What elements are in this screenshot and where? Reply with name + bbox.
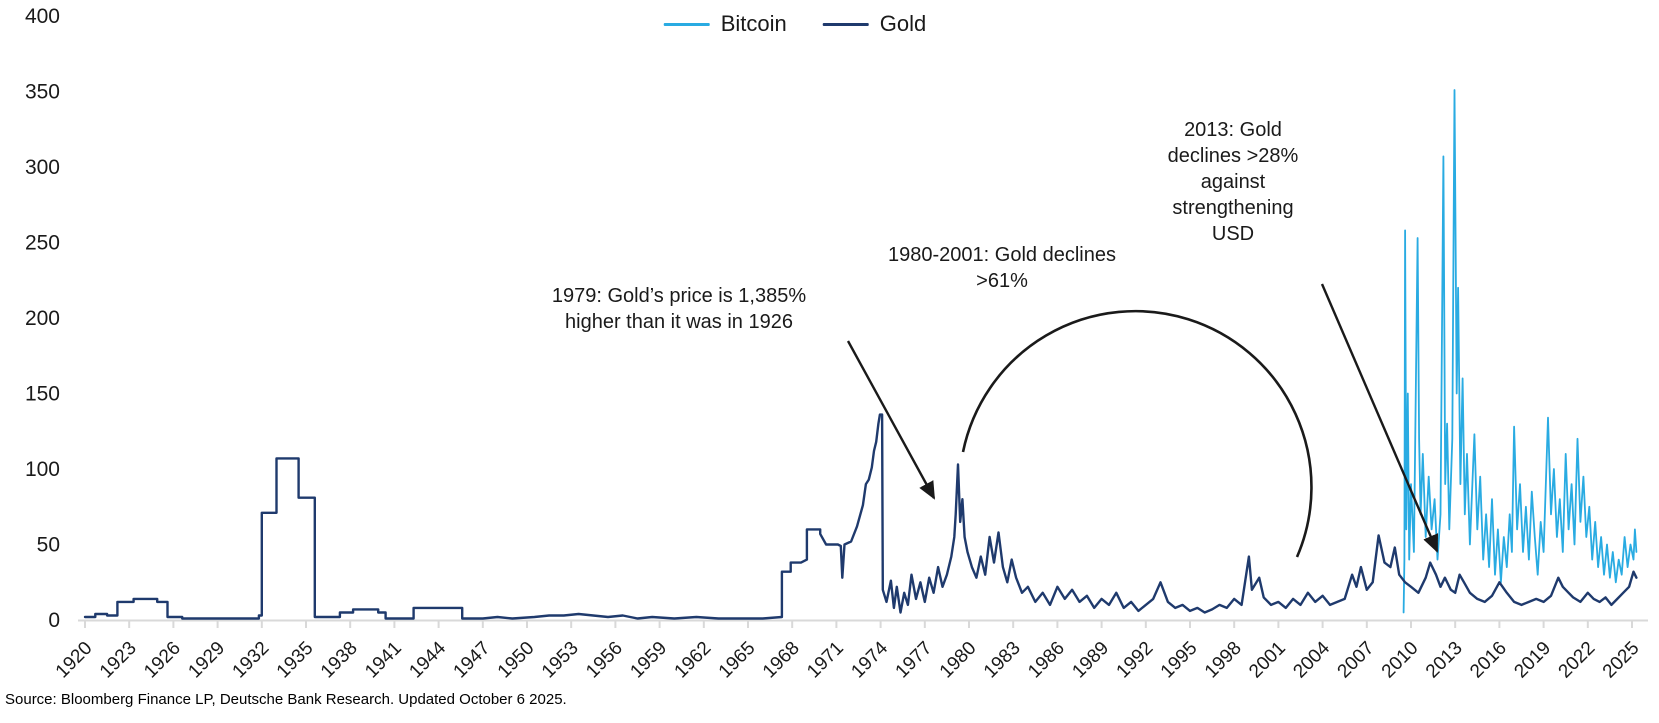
x-axis-label: 2013 xyxy=(1422,638,1467,683)
x-axis-label: 1992 xyxy=(1113,638,1158,683)
annotation-1980-2001-decline: 1980-2001: Gold declines >61% xyxy=(888,244,1116,292)
x-axis-label: 1995 xyxy=(1157,638,1202,683)
x-axis-label: 1944 xyxy=(405,637,450,682)
legend-item-gold: Gold xyxy=(822,11,927,37)
x-axis-label: 1968 xyxy=(759,638,804,683)
annotation-graphics xyxy=(846,283,1439,558)
x-axis-label: 1989 xyxy=(1068,638,1113,683)
x-axis-label: 2004 xyxy=(1289,637,1334,682)
y-axis-label: 100 xyxy=(25,458,60,481)
gold-line-swatch xyxy=(822,22,869,26)
y-axis-label: 50 xyxy=(37,534,60,557)
gold-line xyxy=(83,413,1638,620)
x-axis-label: 1935 xyxy=(273,638,318,683)
x-axis-label: 1980 xyxy=(936,638,981,683)
x-axis-label: 1986 xyxy=(1024,638,1069,683)
data-series xyxy=(83,89,1638,620)
arrow-2013-gold-decline xyxy=(1320,283,1439,553)
x-axis-label: 1923 xyxy=(96,638,141,683)
legend-item-bitcoin: Bitcoin xyxy=(663,11,787,37)
x-axis-label: 1920 xyxy=(52,638,97,683)
x-axis-label: 2010 xyxy=(1378,638,1423,683)
x-axis-label: 1998 xyxy=(1201,638,1246,683)
x-axis-label: 1974 xyxy=(847,637,892,682)
legend-label-bitcoin: Bitcoin xyxy=(720,11,787,36)
x-axis-label: 1941 xyxy=(361,638,406,683)
annotation-1979-gold-price: 1979: Gold’s price is 1,385% higher than… xyxy=(551,285,807,333)
arrow-1979-gold-spike xyxy=(846,340,936,500)
x-axis-label: 2001 xyxy=(1245,638,1290,683)
y-axis-label: 400 xyxy=(25,5,60,28)
x-axis-label: 1953 xyxy=(538,638,583,683)
x-axis-label: 1929 xyxy=(184,638,229,683)
x-axis-label: 2016 xyxy=(1466,638,1511,683)
x-axis-label: 2022 xyxy=(1555,638,1600,683)
legend: Bitcoin Gold xyxy=(663,11,927,37)
bitcoin-line xyxy=(1402,89,1638,614)
x-axis-label: 1971 xyxy=(803,638,848,683)
x-axis-label: 1950 xyxy=(494,638,539,683)
x-axis-label: 1962 xyxy=(671,638,716,683)
y-axis-label: 0 xyxy=(48,609,60,632)
x-axis-label: 1956 xyxy=(582,638,627,683)
legend-label-gold: Gold xyxy=(879,11,927,36)
x-axis-label: 1947 xyxy=(450,638,495,683)
y-axis-label: 200 xyxy=(25,307,60,330)
x-axis-label: 2019 xyxy=(1510,638,1555,683)
x-axis-label: 1983 xyxy=(980,638,1025,683)
y-axis-label: 250 xyxy=(25,232,60,255)
annotation-2013-decline: 2013: Gold declines >28% against strengt… xyxy=(1167,119,1299,245)
x-axis-label: 1926 xyxy=(140,638,185,683)
x-axis-label: 2007 xyxy=(1334,638,1379,683)
x-axis-label: 1965 xyxy=(715,638,760,683)
x-axis-label: 2025 xyxy=(1599,638,1644,683)
y-axis-label: 300 xyxy=(25,156,60,179)
x-axis-label: 1977 xyxy=(892,638,937,683)
y-axis-label: 350 xyxy=(25,81,60,104)
x-axis-label: 1959 xyxy=(626,638,671,683)
y-axis-label: 150 xyxy=(25,383,60,406)
x-axis-label: 1932 xyxy=(229,638,274,683)
bitcoin-line-swatch xyxy=(663,22,710,26)
circle-1980-2001-region xyxy=(961,309,1313,558)
x-axis-label: 1938 xyxy=(317,638,362,683)
source-note: Source: Bloomberg Finance LP, Deutsche B… xyxy=(5,691,567,708)
